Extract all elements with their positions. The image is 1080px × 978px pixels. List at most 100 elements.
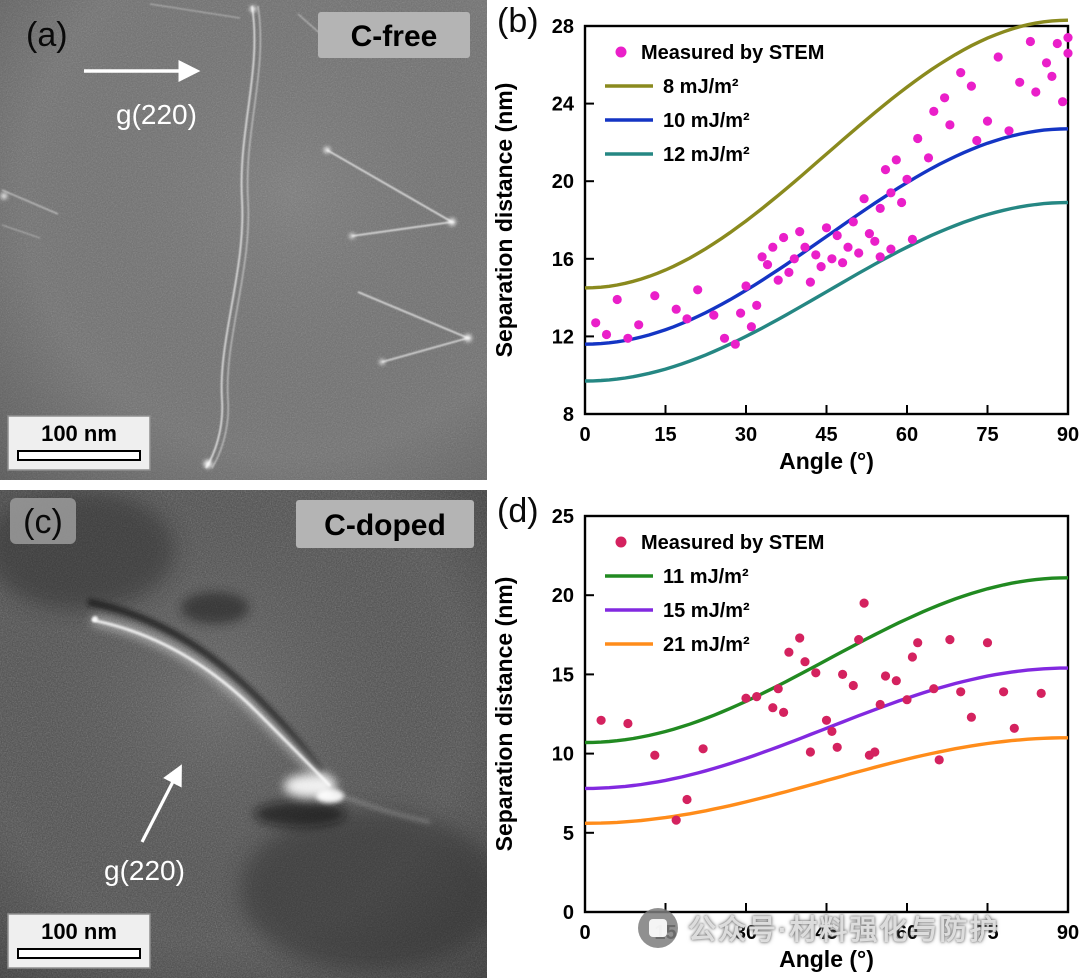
curve-8-mJ-m xyxy=(584,18,1069,290)
g-vector-annotation-c: g(220) xyxy=(104,764,185,886)
data-point xyxy=(902,174,912,184)
data-point xyxy=(623,718,633,729)
data-point xyxy=(886,188,896,198)
data-point xyxy=(945,120,955,130)
y-tick-label: 20 xyxy=(552,171,574,193)
data-point xyxy=(719,333,730,343)
data-point xyxy=(1036,688,1046,698)
scale-bar-text: 100 nm xyxy=(41,421,117,446)
data-point xyxy=(880,671,891,681)
data-point xyxy=(1052,38,1062,49)
panel-b-chart: (b) 0 15 30 45 60 75 90 8 12 16 20 24 28 Angle (°) Sep… xyxy=(487,0,1080,480)
data-point xyxy=(827,254,837,264)
watermark: 公众号·材料强化与防护 xyxy=(638,908,999,948)
x-tick-label: 45 xyxy=(815,922,837,944)
data-point xyxy=(832,742,842,752)
scale-bar-rule xyxy=(17,948,141,959)
data-point xyxy=(859,194,869,204)
x-axis-title: Angle (°) xyxy=(779,946,874,972)
y-tick-label: 8 xyxy=(563,404,574,426)
data-point xyxy=(1063,33,1073,43)
data-point xyxy=(752,300,762,310)
x-tick-label: 0 xyxy=(579,922,590,944)
data-point xyxy=(891,155,901,165)
scale-bar-text: 100 nm xyxy=(41,919,117,944)
data-point xyxy=(811,250,821,260)
panel-a-label: (a) xyxy=(26,16,68,54)
curve-15-mJ-m xyxy=(585,666,1068,791)
data-point xyxy=(746,322,756,332)
data-point xyxy=(956,687,966,697)
bright-spots xyxy=(1,6,472,468)
data-point xyxy=(741,281,751,291)
micrograph-c: (c) C-doped g(220) 100 nm xyxy=(0,490,500,978)
data-point xyxy=(784,647,794,657)
data-point xyxy=(693,285,703,295)
watermark-text: 公众号·材料强化与防护 xyxy=(688,914,1000,945)
data-point xyxy=(880,165,891,175)
data-point xyxy=(913,133,923,144)
bright-dislocation-streak xyxy=(91,615,431,824)
data-point xyxy=(784,267,794,277)
legend: Measured by STEM 11 mJ/m² 15 mJ/m² 21 mJ/m² xyxy=(605,532,824,656)
data-point xyxy=(838,669,848,679)
scatter-points xyxy=(591,33,1073,349)
data-point xyxy=(596,715,606,725)
curves xyxy=(584,576,1069,825)
chart-d: 01530456075900510152025Angle (°)Separati… xyxy=(491,506,1079,972)
x-tick-label: 90 xyxy=(1057,424,1079,446)
g-vector-arrow xyxy=(140,764,182,843)
legend-label-11-mJ-m: 11 mJ/m² xyxy=(663,566,749,588)
c-doped-badge-text: C-doped xyxy=(324,509,446,542)
data-point xyxy=(897,197,907,208)
data-point xyxy=(875,252,885,262)
y-tick-label: 20 xyxy=(552,585,574,607)
y-tick-label: 12 xyxy=(552,326,574,348)
scatter-points xyxy=(596,598,1046,825)
legend-label-12-mJ-m: 12 mJ/m² xyxy=(663,144,750,166)
y-tick-label: 0 xyxy=(563,902,574,924)
g-vector-label: g(220) xyxy=(104,855,185,886)
scale-bar-rule xyxy=(17,450,141,461)
panel-b-label: (b) xyxy=(497,2,539,40)
data-point xyxy=(902,695,912,705)
data-point xyxy=(805,277,815,287)
plot-frame xyxy=(583,24,1070,416)
data-point xyxy=(945,635,955,645)
data-point xyxy=(682,314,692,324)
data-point xyxy=(634,320,644,330)
data-point xyxy=(966,81,976,91)
data-point xyxy=(891,676,901,686)
legend-scatter-label: Measured by STEM xyxy=(641,42,824,64)
data-point xyxy=(848,217,858,227)
data-point xyxy=(1063,48,1073,58)
x-tick-label: 30 xyxy=(735,922,757,944)
legend-label-15-mJ-m: 15 mJ/m² xyxy=(663,600,750,622)
panel-c-micrograph: (c) C-doped g(220) 100 nm xyxy=(0,490,500,978)
y-tick-label: 16 xyxy=(552,249,574,271)
x-tick-label: 60 xyxy=(896,424,918,446)
chart-b: 0 15 30 45 60 75 90 8 12 16 20 24 28 Angle (°) Separat… xyxy=(491,16,1079,474)
data-point xyxy=(762,260,773,270)
curve-12-mJ-m xyxy=(584,200,1069,383)
watermark-logo-icon xyxy=(638,908,678,948)
data-point xyxy=(768,703,778,713)
data-point xyxy=(1004,126,1014,136)
data-point xyxy=(800,657,810,667)
scale-bar-c: 100 nm xyxy=(7,913,151,969)
x-tick-label: 0 xyxy=(579,424,590,446)
data-point xyxy=(805,747,815,757)
axes: 01530456075900510152025Angle (°)Separati… xyxy=(491,506,1079,972)
data-point xyxy=(854,635,864,645)
data-point xyxy=(1031,87,1041,97)
c-free-badge: C-free xyxy=(318,12,470,58)
data-point xyxy=(779,232,789,243)
y-axis-title: Separation distance (nm) xyxy=(491,83,517,358)
data-point xyxy=(795,633,805,643)
data-point xyxy=(821,223,832,233)
panel-d-label: (d) xyxy=(497,492,539,530)
data-point xyxy=(623,333,633,343)
data-point xyxy=(827,726,837,736)
dislocation-lines xyxy=(1,3,471,469)
curve-10-mJ-m xyxy=(584,127,1069,346)
